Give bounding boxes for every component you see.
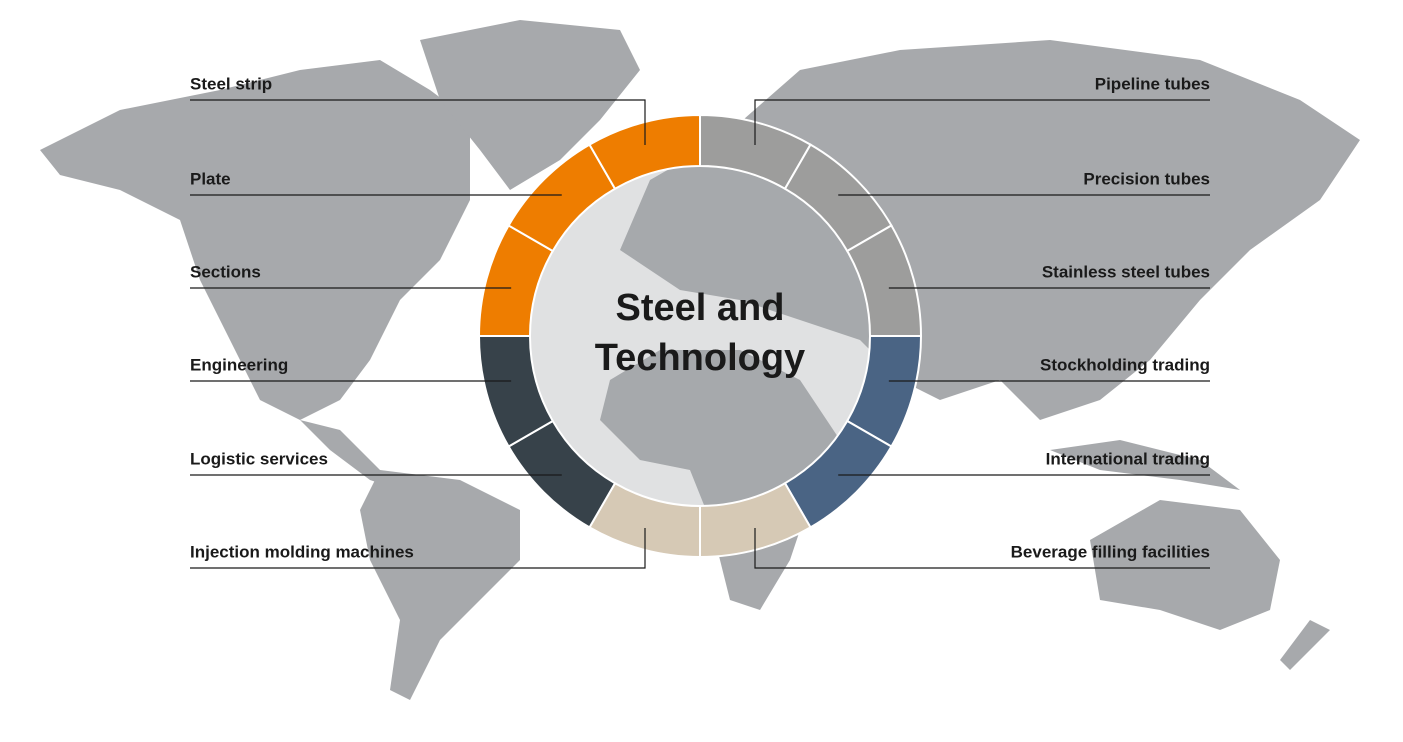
indonesia	[1050, 440, 1240, 490]
leader-line	[190, 99, 646, 145]
world-map	[40, 20, 1360, 700]
segment-label: Pipeline tubes	[1095, 74, 1210, 93]
south-america	[360, 470, 520, 700]
australia	[1090, 500, 1280, 630]
leader-line	[754, 528, 1210, 569]
ring-segment	[588, 113, 701, 191]
segment-label: Engineering	[190, 355, 288, 374]
greenland	[420, 20, 640, 190]
title-line: Technology	[595, 337, 805, 379]
segment-label: Plate	[190, 169, 231, 188]
segment-label: Precision tubes	[1083, 169, 1210, 188]
segment-label: Beverage filling facilities	[1011, 542, 1210, 561]
new-zealand	[1280, 620, 1330, 670]
central-america	[300, 420, 400, 490]
eurasia	[620, 40, 1360, 420]
leader-line	[754, 99, 1210, 145]
ring-center	[530, 166, 870, 506]
labels: Pipeline tubes Precision tubes Stainless s…	[190, 74, 1210, 569]
segment-label: Sections	[190, 262, 261, 281]
segment-label: Injection molding machines	[190, 542, 414, 561]
africa	[600, 350, 840, 610]
ring	[477, 113, 923, 559]
segment-label: Steel strip	[190, 74, 272, 93]
segment-label: Stainless steel tubes	[1042, 262, 1210, 281]
title-line: Steel and	[616, 287, 785, 329]
north-america	[40, 60, 470, 420]
segment-label: Logistic services	[190, 449, 328, 468]
leader-line	[190, 528, 646, 569]
segment-label: Stockholding trading	[1040, 355, 1210, 374]
segment-label: International trading	[1046, 449, 1210, 468]
